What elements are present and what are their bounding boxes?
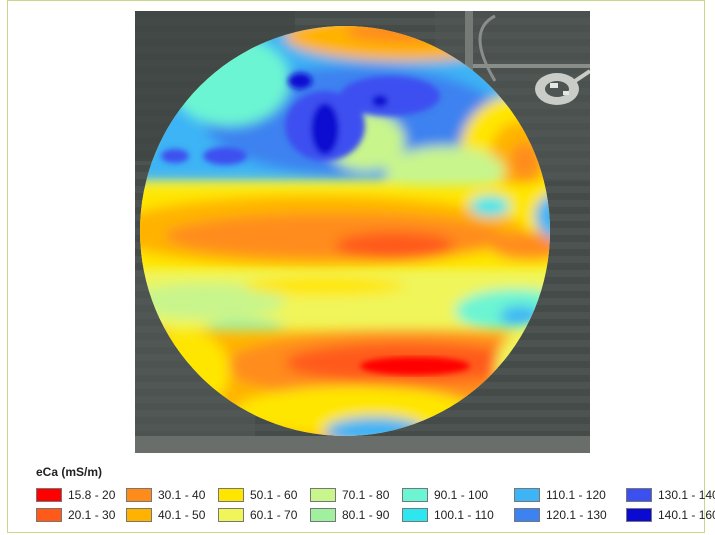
legend-item: 130.1 - 140 [626,485,715,505]
legend-label: 80.1 - 90 [342,508,390,522]
legend-label: 120.1 - 130 [546,508,607,522]
legend-label: 15.8 - 20 [68,488,116,502]
legend-item: 50.1 - 60 [218,485,306,505]
eca-field-map [135,11,590,453]
legend-item: 40.1 - 50 [126,505,214,525]
legend-swatch [218,508,244,522]
legend-item: 60.1 - 70 [218,505,306,525]
legend-swatch [514,508,540,522]
legend-label: 110.1 - 120 [546,488,606,502]
legend-swatch [402,508,428,522]
legend-item: 140.1 - 160 [626,505,715,525]
legend-label: 100.1 - 110 [434,508,494,522]
legend-item: 20.1 - 30 [36,505,122,525]
legend-item: 30.1 - 40 [126,485,214,505]
legend-label: 20.1 - 30 [68,508,116,522]
legend: 15.8 - 20 20.1 - 30 30.1 - 40 40.1 - 50 50.1… [36,485,715,525]
legend-swatch [36,508,62,522]
legend-swatch [126,508,152,522]
legend-item: 70.1 - 80 [310,485,398,505]
legend-swatch [126,488,152,502]
legend-swatch [626,488,652,502]
eca-surface [140,26,550,436]
legend-item: 15.8 - 20 [36,485,122,505]
legend-item: 100.1 - 110 [402,505,510,525]
legend-swatch [36,488,62,502]
legend-swatch [514,488,540,502]
legend-swatch [310,488,336,502]
legend-item: 90.1 - 100 [402,485,510,505]
figure-frame: eCa (mS/m) 15.8 - 20 20.1 - 30 30.1 - 40 40… [7,0,715,533]
legend-item: 110.1 - 120 [514,485,622,505]
legend-item: 120.1 - 130 [514,505,622,525]
legend-swatch [218,488,244,502]
legend-label: 70.1 - 80 [342,488,390,502]
legend-swatch [402,488,428,502]
legend-label: 30.1 - 40 [158,488,206,502]
legend-label: 130.1 - 140 [658,488,715,502]
legend-swatch [626,508,652,522]
legend-label: 50.1 - 60 [250,488,298,502]
legend-label: 60.1 - 70 [250,508,298,522]
legend-label: 40.1 - 50 [158,508,206,522]
legend-swatch [310,508,336,522]
legend-label: 90.1 - 100 [434,488,489,502]
legend-item: 80.1 - 90 [310,505,398,525]
legend-label: 140.1 - 160 [658,508,715,522]
legend-title: eCa (mS/m) [36,465,103,479]
farmstead [535,69,590,105]
